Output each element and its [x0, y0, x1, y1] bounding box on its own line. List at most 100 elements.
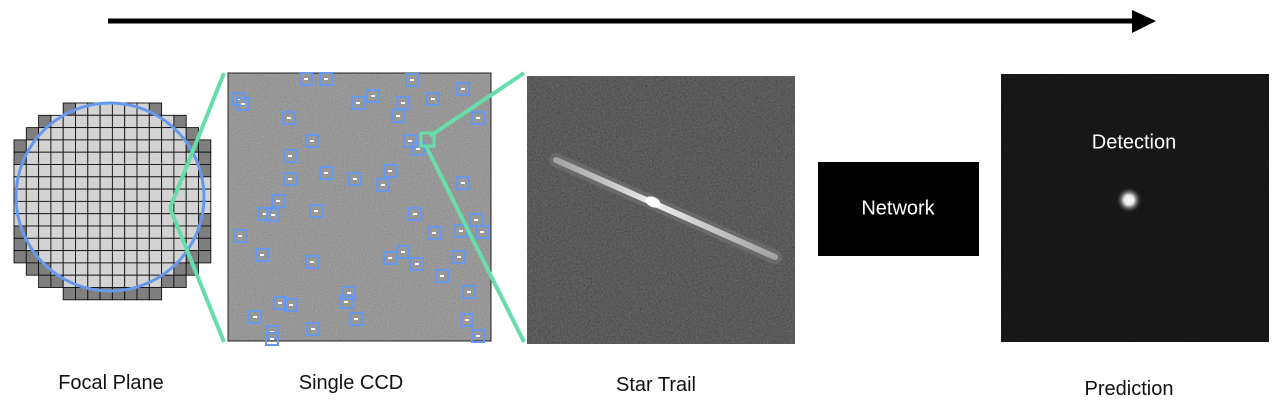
prediction-image: [1001, 74, 1269, 342]
ccd-chip: [198, 139, 212, 153]
ccd-chip: [136, 114, 150, 129]
ccd-chip: [136, 139, 150, 153]
detection-box: [351, 96, 365, 110]
detection-box: [366, 89, 380, 103]
single-ccd-image: [227, 72, 492, 346]
ccd-chip: [161, 127, 175, 141]
ccd-chip: [148, 287, 163, 301]
ccd-chip: [25, 213, 40, 227]
ccd-chip: [124, 225, 138, 239]
detection-box: [248, 310, 262, 324]
ccd-chip: [62, 176, 76, 190]
detection-box: [271, 194, 285, 208]
ccd-chip: [87, 151, 101, 165]
star-streak: [278, 302, 282, 304]
network-label: Network: [861, 197, 935, 220]
ccd-chip: [136, 250, 150, 264]
detection-box: [283, 149, 297, 163]
ccd-chip: [136, 164, 150, 178]
star-streak: [461, 88, 465, 90]
ccd-chip: [148, 176, 163, 190]
ccd-chip: [124, 139, 138, 153]
ccd-chip: [87, 114, 101, 129]
star-streak: [324, 78, 328, 80]
detection-box: [452, 250, 466, 264]
ccd-chip: [62, 237, 76, 252]
detection-box: [342, 286, 356, 300]
ccd-chip: [87, 188, 101, 202]
ccd-chip: [99, 213, 113, 227]
ccd-chip: [62, 225, 76, 239]
star-streak: [396, 115, 400, 117]
star-streak: [314, 210, 318, 212]
star-streak: [344, 301, 348, 303]
ccd-chip: [38, 274, 52, 288]
ccd-chip: [87, 250, 101, 264]
star-streak: [416, 148, 420, 150]
ccd-chip: [124, 250, 138, 264]
ccd-chip: [185, 176, 199, 190]
ccd-chip: [136, 176, 150, 190]
ccd-chip: [75, 200, 89, 215]
ccd-chip: [99, 274, 113, 288]
ccd-chip: [111, 262, 126, 276]
caption-prediction: Prediction: [1084, 378, 1174, 400]
ccd-chip: [38, 200, 52, 215]
star-streak: [431, 98, 435, 100]
ccd-chip: [50, 225, 64, 239]
ccd-chip: [87, 274, 101, 288]
ccd-chip: [50, 200, 64, 215]
detection-box: [305, 134, 319, 148]
ccd-chip: [161, 250, 175, 264]
detection-box: [309, 204, 323, 218]
detection-box: [408, 207, 422, 221]
detection-box: [349, 312, 363, 326]
star-streak: [413, 213, 417, 215]
detection-box: [283, 172, 297, 186]
ccd-chip: [136, 200, 150, 215]
ccd-chip: [62, 164, 76, 178]
ccd-chip: [198, 237, 212, 252]
ccd-chip: [25, 200, 40, 215]
star-streak: [241, 103, 245, 105]
ccd-chip: [136, 237, 150, 252]
detection-box: [410, 257, 424, 271]
ccd-chip: [87, 176, 101, 190]
ccd-chip: [111, 274, 126, 288]
ccd-chip: [124, 188, 138, 202]
ccd-chip: [50, 188, 64, 202]
ccd-chip: [99, 114, 113, 129]
ccd-chip: [62, 151, 76, 165]
ccd-chip: [124, 164, 138, 178]
ccd-chip: [124, 176, 138, 190]
detection-box: [348, 172, 362, 186]
ccd-chip: [173, 151, 187, 165]
ccd-chip: [148, 213, 163, 227]
ccd-chip: [136, 151, 150, 165]
ccd-chip: [148, 200, 163, 215]
ccd-chip: [148, 237, 163, 252]
detection-box: [426, 92, 440, 106]
ccd-chip: [62, 213, 76, 227]
ccd-chip: [111, 188, 126, 202]
ccd-chip: [99, 250, 113, 264]
star-streak: [287, 117, 291, 119]
star-streak: [401, 251, 405, 253]
star-streak: [461, 182, 465, 184]
star-streak: [288, 178, 292, 180]
star-streak: [324, 172, 328, 174]
star-streak: [474, 219, 478, 221]
star-streak: [465, 319, 469, 321]
ccd-chip: [75, 176, 89, 190]
detection-blob: [1115, 186, 1143, 214]
star-streak: [415, 263, 419, 265]
ccd-chip: [13, 139, 27, 153]
ccd-chip: [124, 114, 138, 129]
star-streak: [476, 335, 480, 337]
detection-box: [265, 332, 279, 346]
ccd-chip: [198, 151, 212, 165]
ccd-chip: [111, 200, 126, 215]
detection-box: [319, 166, 333, 180]
ccd-chip: [124, 213, 138, 227]
star-trail-streak: [549, 153, 782, 264]
